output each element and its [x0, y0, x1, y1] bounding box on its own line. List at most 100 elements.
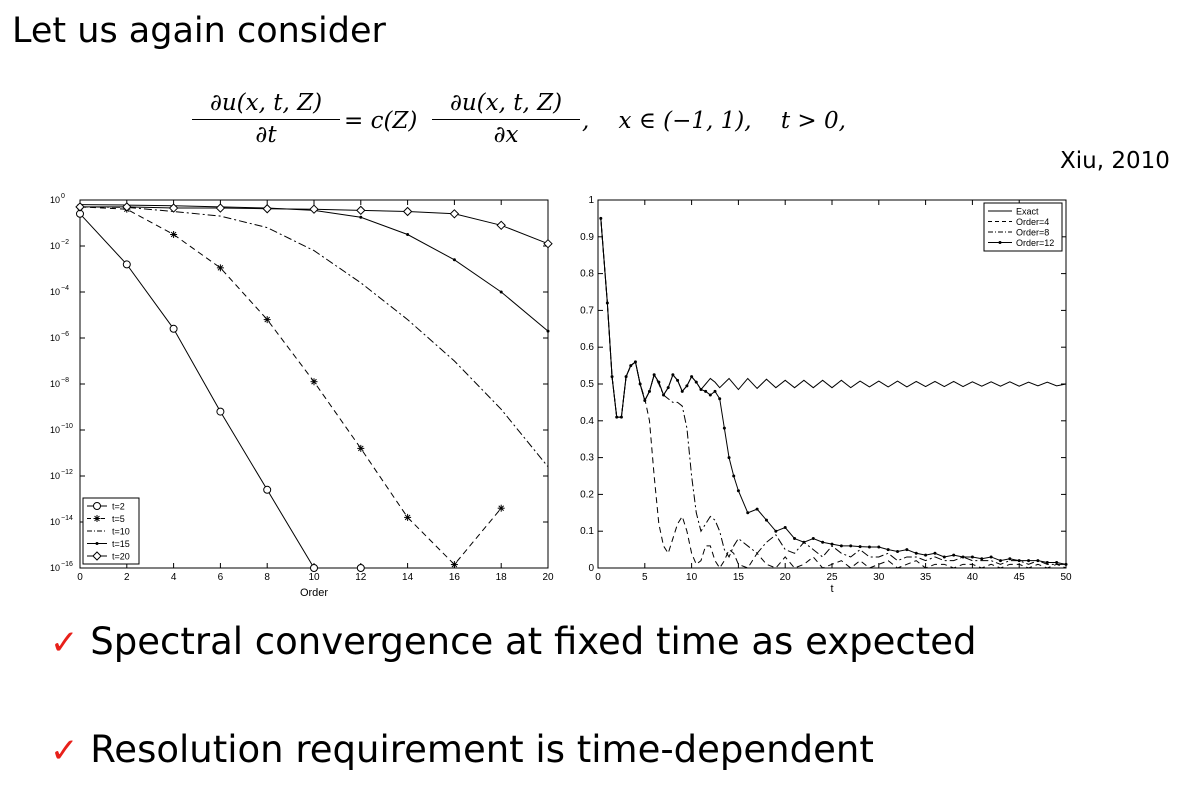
- data-point: [543, 238, 553, 249]
- x-axis-label: t: [830, 583, 833, 595]
- data-point: [1064, 562, 1068, 566]
- data-point: [404, 513, 412, 521]
- citation: Xiu, 2010: [1060, 148, 1170, 174]
- data-point: [680, 389, 684, 393]
- data-point: [1045, 560, 1049, 564]
- data-point: [643, 399, 647, 403]
- data-point: [839, 544, 843, 548]
- data-point: [867, 545, 871, 549]
- data-point: [961, 555, 965, 559]
- data-point: [169, 324, 178, 333]
- y-tick-exponent: −4: [61, 285, 69, 292]
- y-tick-exponent: −16: [61, 561, 73, 568]
- y-tick-label: 0.3: [580, 453, 594, 464]
- data-point: [497, 504, 505, 512]
- rhs-denominator: ∂x: [493, 122, 519, 148]
- legend-label: Order=12: [1016, 238, 1054, 248]
- series-Order=12: [599, 216, 1068, 566]
- data-point: [450, 561, 458, 569]
- x-tick-label: 25: [826, 572, 838, 583]
- slide-heading: Let us again consider: [12, 11, 386, 51]
- data-point: [1017, 559, 1021, 563]
- data-point: [694, 380, 698, 384]
- bullet-text: Spectral convergence at fixed time as ex…: [90, 620, 977, 663]
- equation-domain: , x ∈ (−1, 1), t > 0,: [582, 108, 846, 134]
- data-point: [310, 378, 318, 386]
- data-point: [310, 564, 318, 572]
- legend-marker: [92, 551, 102, 561]
- data-point: [1008, 557, 1012, 561]
- data-point: [662, 393, 666, 397]
- data-point: [708, 393, 712, 397]
- data-point: [633, 360, 637, 364]
- series-line: [600, 218, 1067, 569]
- time-evolution-chart: 0 5 10 15 20 25 30 35 40 45 50 0 0.1 0.2 0.3 0.4 0.5 0.6 0…: [580, 195, 1072, 595]
- legend-label: t=5: [112, 514, 125, 524]
- data-point: [499, 290, 503, 294]
- y-tick-label: 0.9: [580, 232, 594, 243]
- legend-label: t=20: [112, 552, 130, 562]
- x-tick-label: 4: [171, 572, 177, 583]
- data-point: [952, 553, 956, 557]
- x-tick-label: 6: [218, 572, 224, 583]
- checkmark-icon: ✓: [50, 731, 79, 771]
- bullet-item: ✓ Spectral convergence at fixed time as …: [50, 620, 976, 663]
- data-point: [970, 555, 974, 559]
- legend-label: t=15: [112, 539, 130, 549]
- y-tick-label: 0.8: [580, 269, 594, 280]
- data-point: [774, 529, 778, 533]
- data-point: [924, 553, 928, 557]
- rhs-fraction: ∂u(x, t, Z) ∂x: [432, 90, 580, 148]
- y-tick-exponent: −10: [61, 423, 73, 430]
- x-tick-label: 45: [1014, 572, 1026, 583]
- data-point: [449, 209, 460, 219]
- data-point: [830, 542, 834, 546]
- legend-marker: [93, 502, 101, 510]
- data-point: [357, 444, 365, 452]
- x-tick-label: 5: [642, 572, 648, 583]
- x-tick-label: 0: [595, 572, 601, 583]
- data-point: [877, 545, 881, 549]
- data-point: [727, 456, 731, 460]
- series-t=20: [75, 202, 553, 249]
- data-point: [638, 382, 642, 386]
- x-tick-label: 14: [402, 572, 414, 583]
- data-point: [764, 518, 768, 522]
- data-point: [359, 215, 363, 219]
- data-point: [718, 397, 722, 401]
- legend-box: [82, 497, 140, 565]
- x-tick-label: 18: [496, 572, 508, 583]
- x-tick-label: 20: [780, 572, 792, 583]
- legend-marker: [998, 241, 1002, 244]
- x-tick-label: 2: [124, 572, 130, 583]
- x-tick-label: 8: [264, 572, 270, 583]
- data-point: [802, 540, 806, 544]
- x-axis-label: Order: [300, 587, 328, 599]
- x-tick-label: 40: [967, 572, 979, 583]
- y-tick-exponent: −12: [61, 469, 73, 476]
- y-tick-label: 10: [50, 333, 60, 343]
- data-point: [356, 564, 365, 572]
- data-point: [216, 407, 225, 416]
- data-point: [704, 389, 708, 393]
- data-point: [170, 231, 178, 238]
- series-t=10: [79, 206, 549, 468]
- data-point: [933, 551, 937, 555]
- data-point: [1027, 559, 1031, 563]
- data-point: [676, 378, 680, 382]
- legend-label: Order=4: [1016, 217, 1049, 227]
- data-point: [402, 206, 413, 217]
- lhs-numerator: ∂u(x, t, Z): [209, 90, 323, 116]
- y-tick-exponent: 0: [61, 193, 65, 200]
- data-point: [356, 205, 366, 216]
- legend-label: t=10: [112, 527, 130, 537]
- equation-coefficient: = c(Z): [344, 108, 418, 134]
- data-point: [989, 555, 993, 559]
- data-point: [980, 557, 984, 561]
- series-Order=4: [600, 218, 1067, 569]
- y-tick-exponent: −8: [61, 377, 69, 384]
- rhs-numerator: ∂u(x, t, Z): [449, 90, 563, 116]
- data-point: [793, 537, 797, 541]
- y-tick-label: 0.2: [580, 489, 594, 500]
- data-point: [629, 364, 633, 368]
